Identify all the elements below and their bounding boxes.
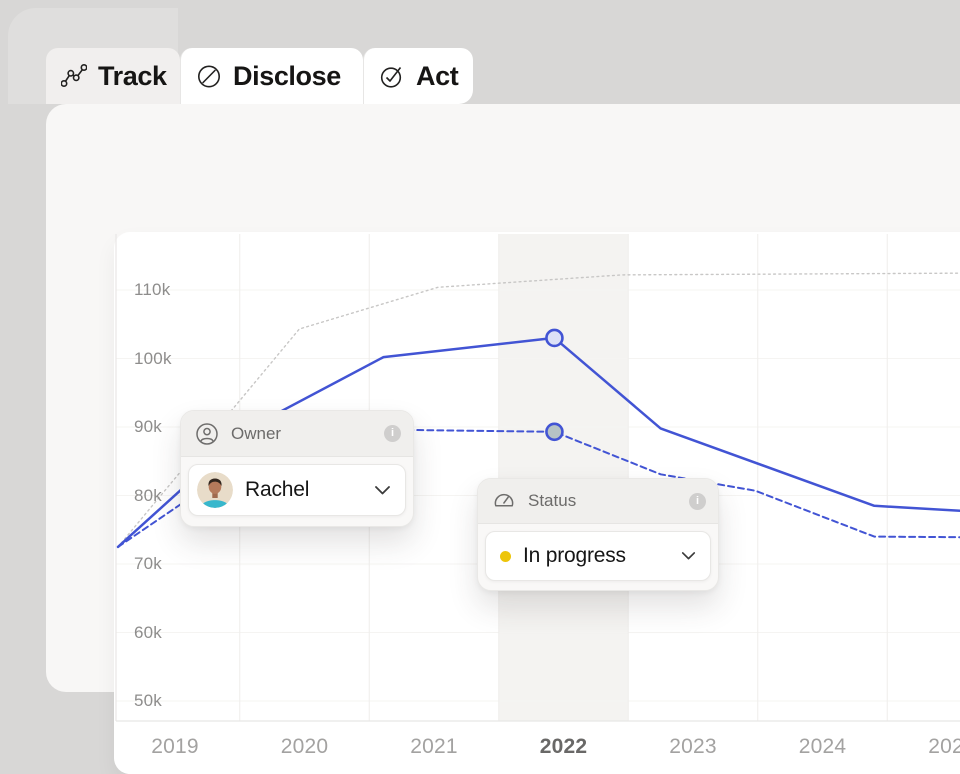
- tab-track[interactable]: Track: [46, 48, 180, 104]
- x-tick-2024: 2024: [798, 735, 847, 758]
- gauge-icon: [494, 493, 514, 507]
- y-tick-60k: 60k: [134, 622, 163, 642]
- content-panel: 110k 100k 90k 80k 70k 60k 50k 2019 2020 2021 2022…: [46, 104, 960, 774]
- status-card-label: Status: [528, 491, 577, 510]
- tab-act-label: Act: [416, 60, 459, 91]
- tab-bar: Track Disclose Act: [46, 48, 473, 104]
- owner-card-label: Owner: [231, 423, 282, 443]
- status-select-value: In progress: [523, 544, 626, 567]
- person-icon: [196, 422, 218, 445]
- info-icon[interactable]: i: [384, 425, 401, 442]
- track-chart-icon: [61, 64, 87, 87]
- status-card-body: In progress: [478, 524, 718, 588]
- highlight-band-2022: [498, 234, 629, 721]
- y-tick-100k: 100k: [134, 348, 172, 368]
- x-tick-2023: 2023: [669, 735, 717, 758]
- x-tick-2025: 2025: [928, 735, 960, 758]
- tab-act[interactable]: Act: [363, 48, 473, 104]
- pie-chart-icon: [198, 65, 220, 88]
- series-benchmark: [117, 272, 960, 548]
- tab-track-label: Track: [98, 60, 167, 91]
- y-tick-110k: 110k: [134, 280, 171, 299]
- y-tick-90k: 90k: [134, 417, 163, 436]
- status-dot: [500, 550, 511, 562]
- info-icon[interactable]: i: [689, 492, 706, 510]
- status-select[interactable]: In progress: [485, 531, 711, 581]
- owner-select[interactable]: Rachel: [188, 464, 406, 516]
- y-tick-80k: 80k: [134, 485, 163, 505]
- chevron-down-icon: [375, 485, 390, 494]
- owner-card-body: Rachel: [181, 457, 413, 523]
- target-check-icon: [380, 67, 402, 88]
- rachel-avatar: [197, 472, 233, 508]
- status-card-header: Status i: [478, 479, 718, 524]
- y-tick-70k: 70k: [134, 554, 163, 573]
- data-point-marker-target[interactable]: [545, 422, 564, 442]
- chevron-down-icon: [681, 552, 696, 560]
- x-tick-2019: 2019: [151, 735, 199, 758]
- data-point-marker-actual[interactable]: [545, 328, 564, 348]
- x-tick-2022: 2022: [539, 735, 588, 758]
- status-card: Status i In progress: [477, 478, 719, 591]
- owner-select-value: Rachel: [245, 478, 310, 501]
- tab-disclose-label: Disclose: [233, 60, 341, 91]
- y-tick-50k: 50k: [134, 691, 163, 710]
- x-tick-2020: 2020: [280, 735, 329, 758]
- owner-card: Owner i Rachel: [180, 410, 414, 527]
- x-tick-2021: 2021: [410, 735, 458, 758]
- tab-disclose[interactable]: Disclose: [180, 48, 363, 104]
- owner-card-header: Owner i: [181, 411, 413, 457]
